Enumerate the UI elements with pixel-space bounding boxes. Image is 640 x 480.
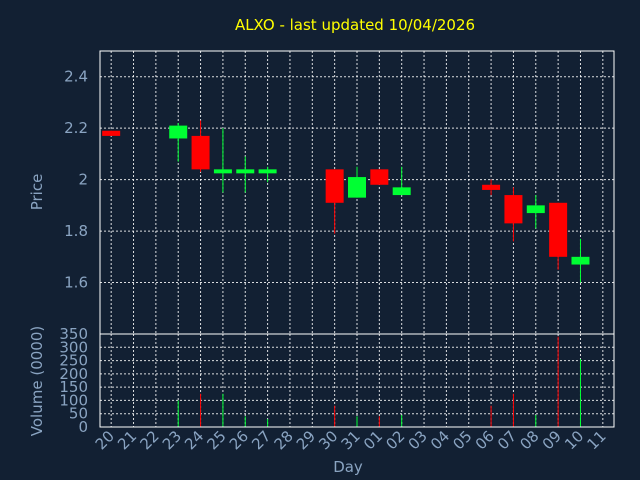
volume-axis-label: Volume (0000) [28,326,46,436]
volume-tick-label: 250 [59,352,88,370]
candle-body [549,202,568,257]
candle-body [102,130,121,136]
candle-body [325,169,344,203]
volume-panel-frame [99,333,615,428]
volume-tick-label: 300 [59,338,88,356]
price-tick-label: 2 [78,171,88,189]
candle-body [258,169,277,174]
volume-tick-label: 100 [59,391,88,409]
volume-tick-label: 0 [78,418,88,436]
candle-body [571,256,590,265]
candle-body [526,205,545,214]
volume-bars [177,336,581,427]
price-tick-label: 2.2 [64,119,88,137]
volume-tick-label: 150 [59,378,88,396]
candle-body [348,177,366,198]
x-axis-label: Day [333,458,363,476]
candle-body [370,169,389,185]
chart-title: ALXO - last updated 10/04/2026 [235,16,475,34]
volume-grid [100,333,614,428]
x-tick-label: 11 [583,427,609,453]
x-axis-ticks: 2021222324252627282930310102030405060708… [92,427,610,453]
price-axis-label: Price [28,174,46,211]
price-axis-ticks: 1.6 1.8 2 2.2 2.4 [64,68,88,292]
volume-tick-label: 350 [59,325,88,343]
volume-tick-label: 50 [69,405,88,423]
candle-body [191,135,210,170]
candle-body [169,125,188,139]
price-tick-label: 1.8 [64,222,88,240]
candle-body [213,169,232,174]
candles [102,120,590,283]
price-tick-label: 1.6 [64,274,88,292]
volume-tick-label: 200 [59,365,88,383]
candle-body [482,184,501,190]
candle-body [236,169,255,174]
price-tick-label: 2.4 [64,68,88,86]
candle-body [504,195,523,224]
candle-body [392,187,411,196]
